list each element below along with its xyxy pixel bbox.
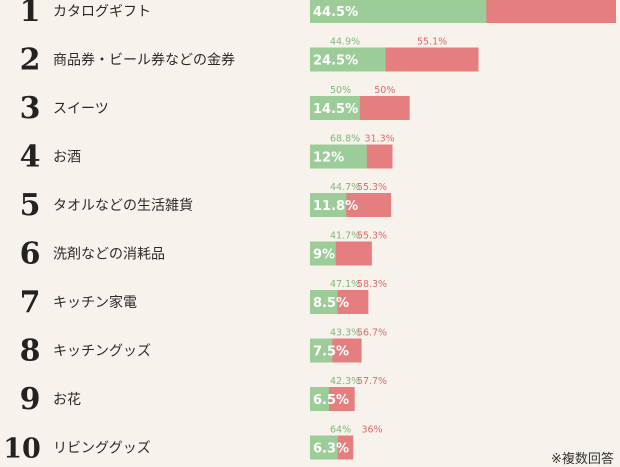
category-label: キッチン家電 — [53, 294, 137, 311]
bar-value-label: 9% — [313, 248, 335, 263]
rank-number: 1 — [20, 0, 41, 29]
rank-number: 8 — [20, 334, 41, 369]
green-share-label: 44.9% — [330, 37, 360, 48]
category-label: キッチングッズ — [53, 344, 151, 360]
red-share-label: 55.1% — [417, 37, 447, 48]
red-share-label: 55.3% — [357, 182, 387, 193]
green-share-label: 41.7% — [330, 231, 360, 242]
rank-number: 10 — [3, 434, 41, 464]
green-share-label: 68.8% — [330, 134, 360, 145]
green-share-label: 50% — [330, 85, 351, 96]
category-label: お花 — [53, 392, 81, 408]
category-label: リビンググッズ — [53, 441, 151, 457]
rank-number: 2 — [20, 43, 41, 78]
category-label: スイーツ — [53, 101, 109, 117]
red-share-label: 31.3% — [365, 134, 395, 145]
rank-number: 9 — [20, 382, 41, 417]
bar-segment-green — [310, 338, 333, 363]
rank-number: 7 — [20, 285, 41, 320]
green-share-label: 44.7% — [330, 182, 360, 193]
bar-segment-green — [310, 387, 329, 411]
red-share-label: 58.3% — [357, 279, 387, 290]
bar-value-label: 12% — [313, 151, 344, 166]
red-share-label: 57.7% — [357, 376, 387, 387]
rank-number: 5 — [20, 188, 41, 223]
green-share-label: 43.3% — [330, 328, 360, 339]
category-label: お酒 — [53, 150, 81, 166]
bar-segment-green — [310, 290, 338, 314]
category-label: カタログギフト — [53, 4, 151, 20]
rank-number: 3 — [20, 91, 41, 126]
bar-segment-green — [310, 241, 336, 266]
bar-segment-green — [310, 193, 347, 217]
green-share-label: 47.1% — [330, 279, 360, 290]
category-label: タオルなどの生活雑貨 — [53, 197, 193, 214]
green-share-label: 64% — [330, 425, 351, 436]
bar-segment-green — [310, 435, 338, 460]
category-label: 商品券・ビール券などの金券 — [53, 53, 235, 69]
bar-value-label: 24.5% — [313, 54, 358, 69]
bar-segment-green — [310, 47, 386, 72]
bar-segment-green — [310, 144, 367, 169]
bar-segment-green — [310, 96, 360, 120]
category-label: 洗剤などの消耗品 — [53, 247, 165, 263]
bar-value-label: 8.5% — [313, 296, 349, 311]
red-share-label: 55.3% — [357, 231, 387, 242]
footnote: ※複数回答 — [551, 452, 614, 467]
bar-value-label: 11.8% — [313, 199, 358, 214]
green-share-label: 42.3% — [330, 376, 360, 387]
bar-value-label: 44.5% — [313, 5, 358, 20]
bar-value-label: 14.5% — [313, 102, 358, 117]
rank-number: 6 — [20, 237, 41, 272]
red-share-label: 56.7% — [357, 328, 387, 339]
red-share-label: 36% — [361, 425, 382, 436]
rank-number: 4 — [20, 140, 41, 175]
bar-value-label: 7.5% — [313, 345, 349, 360]
bar-segment-green — [310, 0, 487, 23]
bar-value-label: 6.5% — [313, 393, 349, 408]
bar-value-label: 6.3% — [313, 442, 349, 457]
red-share-label: 50% — [374, 85, 395, 96]
